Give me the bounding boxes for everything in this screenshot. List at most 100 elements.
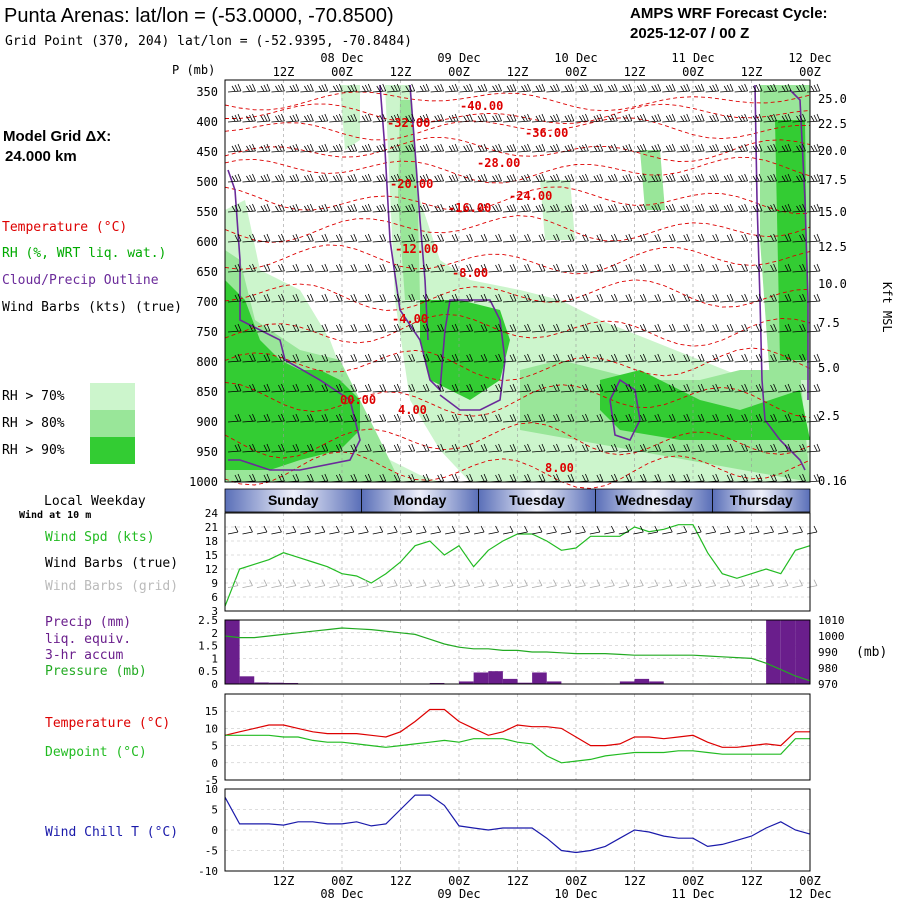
wind-barb (459, 263, 473, 273)
isotherm-label: -32.00 (387, 116, 430, 130)
wind-barb (387, 383, 401, 393)
wind-barb-10m-true (806, 525, 818, 535)
wind-barb (358, 323, 372, 333)
top-date-label: 08 Dec (320, 51, 363, 65)
top-hour-tick: 00Z (565, 65, 587, 79)
weekday-label: Local Weekday (44, 494, 146, 509)
wind-barb (734, 143, 748, 153)
wind-barb (242, 203, 256, 213)
wind-barb-10m-true (633, 525, 644, 535)
wind-barb (314, 413, 329, 423)
wind-barb (285, 143, 300, 153)
isotherm-label: 00.00 (340, 393, 376, 407)
wind-barb (633, 203, 647, 213)
wind-barb (720, 113, 734, 123)
wind-barb-10m-grid (676, 579, 688, 589)
wind-barb-10m-true (401, 525, 413, 535)
wind-barb (749, 263, 763, 273)
wind-barb-10m-grid (387, 579, 398, 589)
wind-barb (676, 293, 691, 303)
y2-tick-label: 990 (818, 646, 838, 659)
wind-barb (358, 443, 372, 453)
pressure-tick: 700 (196, 295, 218, 309)
wind-barb (749, 173, 763, 183)
wind-barb (358, 173, 372, 183)
wind-barb (662, 113, 676, 123)
wind-barb (401, 323, 416, 333)
wind-barb (604, 233, 618, 243)
top-hour-tick: 12Z (507, 65, 529, 79)
precip-bar (780, 620, 796, 684)
pressure-tick: 950 (196, 445, 218, 459)
top-hour-tick: 12Z (624, 65, 646, 79)
wind-barb (372, 293, 387, 303)
wind-barb (647, 323, 662, 333)
wind-barb (662, 353, 676, 363)
wind-barb (676, 113, 691, 123)
wind-barb-10m-grid (531, 579, 543, 589)
wind-barb (416, 443, 430, 453)
model-grid-value: 24.000 km (5, 148, 77, 165)
wind-barb (778, 113, 792, 123)
wind-barb (300, 233, 314, 243)
pressure-tick: 550 (196, 205, 218, 219)
wind-barb (560, 233, 575, 243)
wind-barb (647, 173, 662, 183)
wind-barb (531, 263, 546, 273)
precip-bar (225, 620, 240, 684)
wind-barb-10m-grid (256, 579, 268, 589)
wind-barb (430, 353, 445, 363)
wind-barb-10m-grid (473, 579, 485, 589)
wind-barb (416, 113, 430, 123)
wind-barb (763, 173, 777, 183)
wind-barb (387, 293, 401, 303)
wind-barb (604, 443, 618, 453)
precip-bar (268, 682, 284, 684)
wind-barb-10m-true (445, 525, 456, 535)
wind-barb (387, 113, 401, 123)
wind-barb (343, 83, 358, 93)
wind-barb (531, 383, 546, 393)
wind-barb (662, 383, 676, 393)
wind-barb (430, 203, 445, 213)
wind-barb (734, 83, 748, 93)
wind-barb (387, 323, 401, 333)
precip-bar (429, 682, 445, 684)
wind-barb-10m-grid (705, 579, 717, 589)
wind-barb-10m-grid (242, 579, 253, 589)
wind-barb (676, 323, 691, 333)
isotherm-label: -16.00 (448, 201, 491, 215)
wind-barb (575, 113, 589, 123)
wind-barb (416, 173, 430, 183)
wind-barb (705, 413, 720, 423)
wind-barb (445, 353, 459, 363)
wind-barb (792, 233, 806, 243)
wind-barb (763, 143, 777, 153)
isotherm-line (225, 103, 811, 124)
wind-barb (763, 263, 777, 273)
wind-barb (227, 443, 242, 453)
wind-barb (633, 353, 647, 363)
wind-barb (720, 323, 734, 333)
wind-barb-10m-grid (734, 579, 745, 589)
wind-barb (416, 143, 430, 153)
wind-barb (242, 443, 256, 453)
wind-barb (271, 413, 285, 423)
pressure-axis: 350 400 450 500 550 600 650 700 750 800 850 900 950 1… (189, 85, 218, 489)
wind-barb-10m-true (705, 525, 717, 535)
wind-barb (271, 233, 285, 243)
wind-barb-10m-true (662, 525, 673, 535)
wind-barb (329, 413, 343, 423)
height-tick: 0.16 (818, 474, 847, 488)
wind-barb (430, 83, 445, 93)
rh90-swatch (90, 437, 135, 464)
wind-barb (430, 323, 445, 333)
page-title: Punta Arenas: lat/lon = (-53.0000, -70.8… (4, 5, 394, 27)
wind-barb (227, 203, 242, 213)
height-axis: 25.0 22.5 20.0 17.5 15.0 12.5 10.0 7.5 5.0 2.5 0.1… (818, 92, 847, 488)
wind-barb-10m-grid (372, 579, 384, 589)
height-tick: 25.0 (818, 92, 847, 106)
wind-barb (256, 383, 271, 393)
isotherm-labels: -40.00 -32.00 -36.00 -28.00 -24.00 -20.00 -16.… (340, 99, 574, 475)
